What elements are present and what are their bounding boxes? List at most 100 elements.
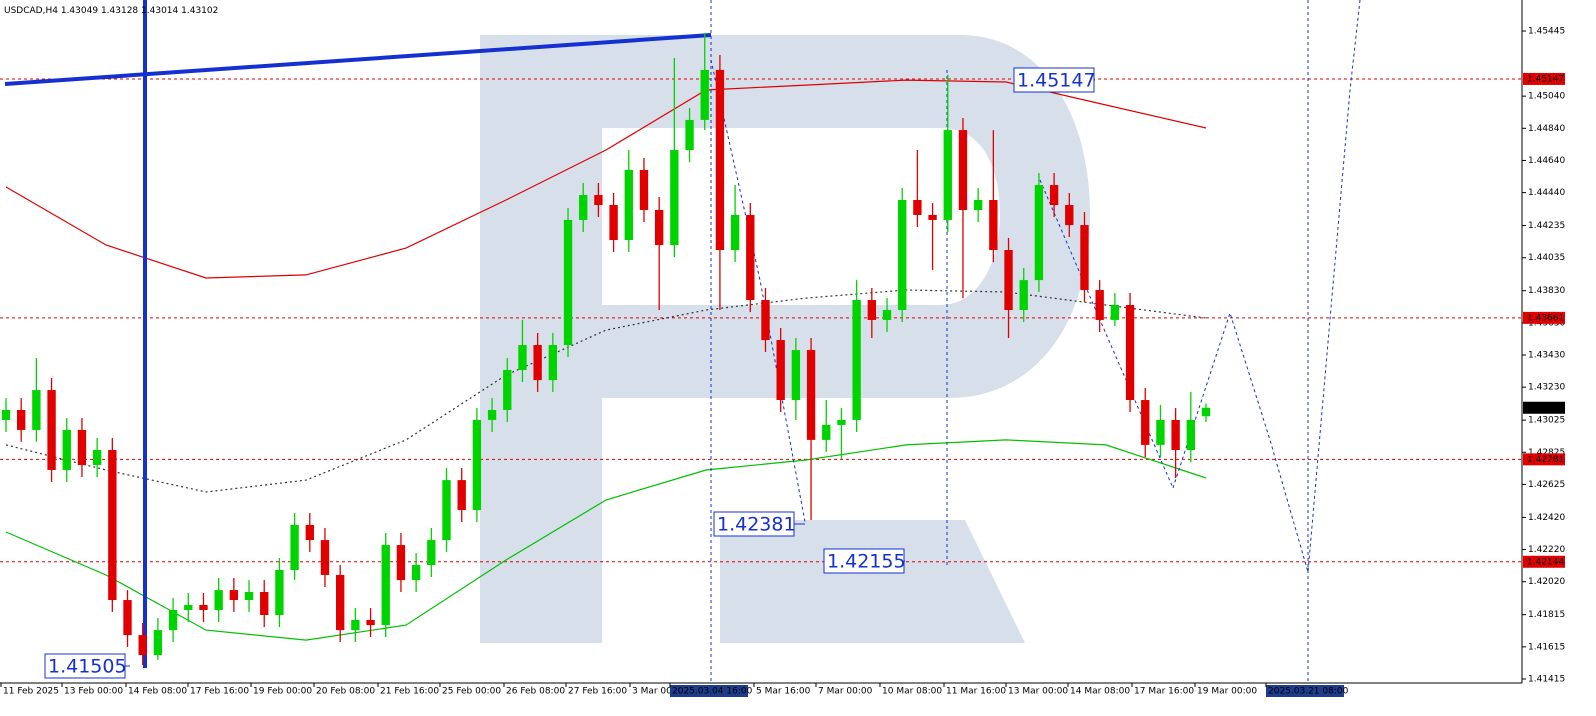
candle-body: [882, 309, 892, 320]
candle-body: [670, 150, 679, 246]
annotation-box: [713, 511, 795, 537]
candle-body: [244, 591, 254, 601]
candle-body: [928, 214, 937, 220]
x-label-highlight: [1266, 685, 1344, 697]
candle-body: [639, 169, 649, 210]
candle-body: [715, 69, 725, 251]
header: USDCAD,H4 1.43049 1.43128 1.43014 1.4310…: [4, 6, 218, 16]
price-level-label: 1.43661: [1527, 313, 1564, 323]
candle-body: [62, 429, 71, 470]
y-tick-label: 1.42020: [1528, 577, 1565, 587]
annotation: 1.42381: [717, 514, 796, 536]
candle-body: [533, 345, 542, 381]
candle-body: [730, 214, 740, 251]
candle-body: [108, 450, 117, 601]
candle-body: [806, 350, 816, 440]
x-tick-label: 17 Mar 16:00: [1134, 687, 1194, 697]
candle-body: [411, 564, 421, 581]
candle-body: [396, 545, 406, 581]
candle-body: [1004, 250, 1013, 310]
candle-body: [290, 524, 299, 570]
candle-body: [487, 409, 497, 420]
candle-body: [563, 219, 573, 346]
price-level-box: [1523, 555, 1565, 568]
ohlc-value: 1.43128: [101, 6, 138, 16]
y-tick-label: 1.42625: [1528, 480, 1565, 490]
price-level-label: 1.42144: [1527, 557, 1564, 567]
candle-body: [199, 605, 208, 611]
x-tick-label: 21 Feb 16:00: [380, 687, 439, 697]
y-tick-label: 1.43025: [1528, 416, 1565, 426]
moving-average: [5, 439, 1207, 641]
x-tick-label: 5 Mar 16:00: [756, 687, 811, 697]
annotation-box: [823, 548, 905, 574]
price-level-box: [1523, 311, 1565, 324]
y-tick-label: 1.44840: [1528, 124, 1565, 134]
candle-body: [123, 600, 132, 636]
candle-body: [366, 619, 375, 626]
candle-body: [746, 214, 755, 301]
y-tick-label: 1.44640: [1528, 156, 1565, 166]
y-tick-label: 1.42220: [1528, 545, 1565, 555]
candle-body: [381, 545, 390, 626]
candle-body: [700, 69, 709, 120]
y-tick-label: 1.43830: [1528, 286, 1565, 296]
candle-body: [776, 340, 785, 401]
ohlc-value: 1.43014: [141, 6, 178, 16]
candle-body: [624, 169, 633, 241]
candle-body: [867, 300, 876, 320]
price-level-label: 1.42781: [1527, 455, 1564, 465]
candle-body: [427, 540, 436, 565]
forecast-path: [1172, 0, 1361, 573]
candle-body: [17, 409, 26, 430]
x-tick-label: 17 Feb 16:00: [190, 687, 249, 697]
y-tick-label: 1.45445: [1528, 27, 1565, 37]
trend-line: [4, 33, 712, 86]
x-tick-label: 26 Feb 08:00: [506, 687, 565, 697]
price-level-label: 1.45147: [1527, 74, 1564, 84]
current-price-box: [1523, 401, 1565, 414]
candle-body: [791, 350, 801, 401]
candles: [1, 32, 1211, 665]
annotation: 1.42155: [827, 551, 906, 573]
x-tick-label: 19 Feb 00:00: [253, 687, 312, 697]
candle-body: [184, 605, 193, 611]
y-tick-label: 1.43430: [1528, 351, 1565, 361]
y-tick-label: 1.41615: [1528, 642, 1565, 652]
candle-body: [472, 419, 482, 510]
x-tick-label: 3 Mar 00:00: [632, 687, 687, 697]
candle-body: [503, 369, 512, 410]
x-tick-label: 14 Feb 08:00: [128, 687, 187, 697]
candle-body: [1156, 419, 1165, 445]
x-tick-label: 14 Mar 08:00: [1070, 687, 1130, 697]
x-tick-label: 27 Feb 16:00: [568, 687, 627, 697]
candle-body: [32, 390, 41, 430]
candle-body: [579, 195, 588, 220]
candle-body: [1034, 185, 1044, 281]
candle-body: [898, 200, 907, 310]
x-tick-label: 19 Mar 00:00: [1197, 687, 1257, 697]
y-tick-label: 1.44035: [1528, 253, 1565, 263]
candle-body: [761, 300, 770, 341]
candle-body: [229, 590, 239, 601]
candle-body: [852, 300, 861, 420]
watermark: [720, 520, 1025, 643]
candle-body: [1171, 419, 1180, 451]
x-label-highlight: [670, 685, 748, 697]
x-tick-label: 2025.03.21 08:00: [1268, 687, 1349, 697]
candle-body: [958, 130, 968, 210]
x-tick-label: 7 Mar 00:00: [818, 687, 873, 697]
candle-body: [153, 630, 163, 656]
x-tick-label: 20 Feb 08:00: [316, 687, 375, 697]
candle-body: [260, 591, 269, 615]
candle-body: [92, 450, 102, 465]
candle-body: [548, 345, 558, 381]
candle-body: [654, 209, 664, 246]
y-tick-label: 1.43230: [1528, 383, 1565, 393]
candle-body: [685, 119, 694, 151]
y-tick-label: 1.42420: [1528, 513, 1565, 523]
ohlc-value: 1.43049: [61, 6, 98, 16]
candle-body: [138, 635, 147, 656]
watermark: [480, 35, 1090, 643]
